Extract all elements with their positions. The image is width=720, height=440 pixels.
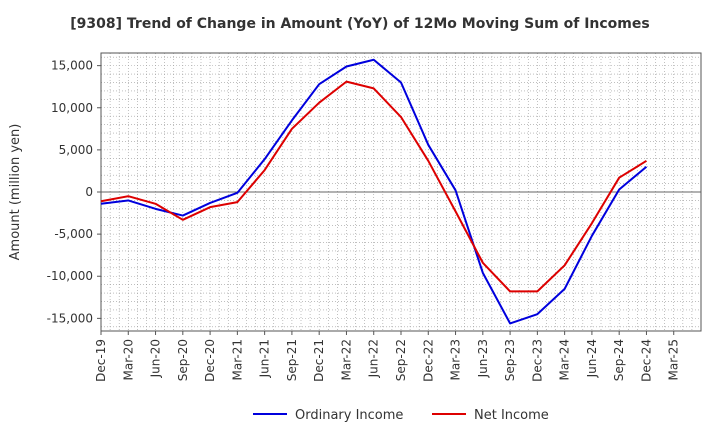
x-tick-label: Dec-19	[94, 339, 108, 382]
series-line-ordinary-income	[100, 58, 648, 325]
x-tick-label: Sep-24	[612, 339, 626, 381]
x-tick-label: Mar-24	[558, 339, 572, 380]
legend-label: Net Income	[474, 408, 549, 423]
series-layer	[100, 58, 648, 325]
y-tick-label: -5,000	[54, 227, 93, 241]
x-tick-label: Dec-24	[639, 339, 653, 382]
x-tick-label: Sep-23	[503, 339, 517, 381]
y-tick-label: 10,000	[51, 101, 93, 115]
grid-layer	[101, 53, 701, 331]
x-tick-label: Jun-23	[476, 339, 490, 378]
x-tick-label: Dec-23	[530, 339, 544, 382]
x-tick-label: Mar-21	[230, 339, 244, 380]
y-tick-label: 5,000	[59, 143, 93, 157]
legend: Ordinary Income Net Income	[253, 408, 549, 423]
chart-title: [9308] Trend of Change in Amount (YoY) o…	[70, 16, 650, 32]
axis-layer: -15,000 -10,000 -5,000 0 5,000 10,000 15,000 De…	[47, 52, 702, 382]
x-tick-label: Dec-21	[312, 339, 326, 382]
x-tick-label: Dec-22	[421, 339, 435, 382]
x-tick-label: Jun-20	[149, 339, 163, 378]
y-tick-label: 15,000	[51, 59, 93, 73]
x-tick-label: Dec-20	[203, 339, 217, 382]
x-tick-label: Sep-21	[285, 339, 299, 381]
x-tick-label: Sep-22	[394, 339, 408, 381]
legend-label: Ordinary Income	[295, 408, 403, 423]
x-tick-label: Mar-25	[667, 339, 681, 380]
x-tick-label: Jun-22	[367, 339, 381, 378]
y-tick-label: -15,000	[47, 311, 93, 325]
y-axis-label: Amount (million yen)	[8, 124, 23, 261]
series-line-net-income	[100, 80, 647, 293]
y-tick-label: -10,000	[47, 269, 93, 283]
x-tick-label: Mar-20	[121, 339, 135, 380]
x-tick-label: Sep-20	[176, 339, 190, 381]
x-tick-label: Jun-21	[258, 339, 272, 378]
x-tick-label: Mar-23	[449, 339, 463, 380]
y-tick-label: 0	[85, 185, 93, 199]
x-tick-label: Mar-22	[339, 339, 353, 380]
x-tick-label: Jun-24	[585, 339, 599, 378]
